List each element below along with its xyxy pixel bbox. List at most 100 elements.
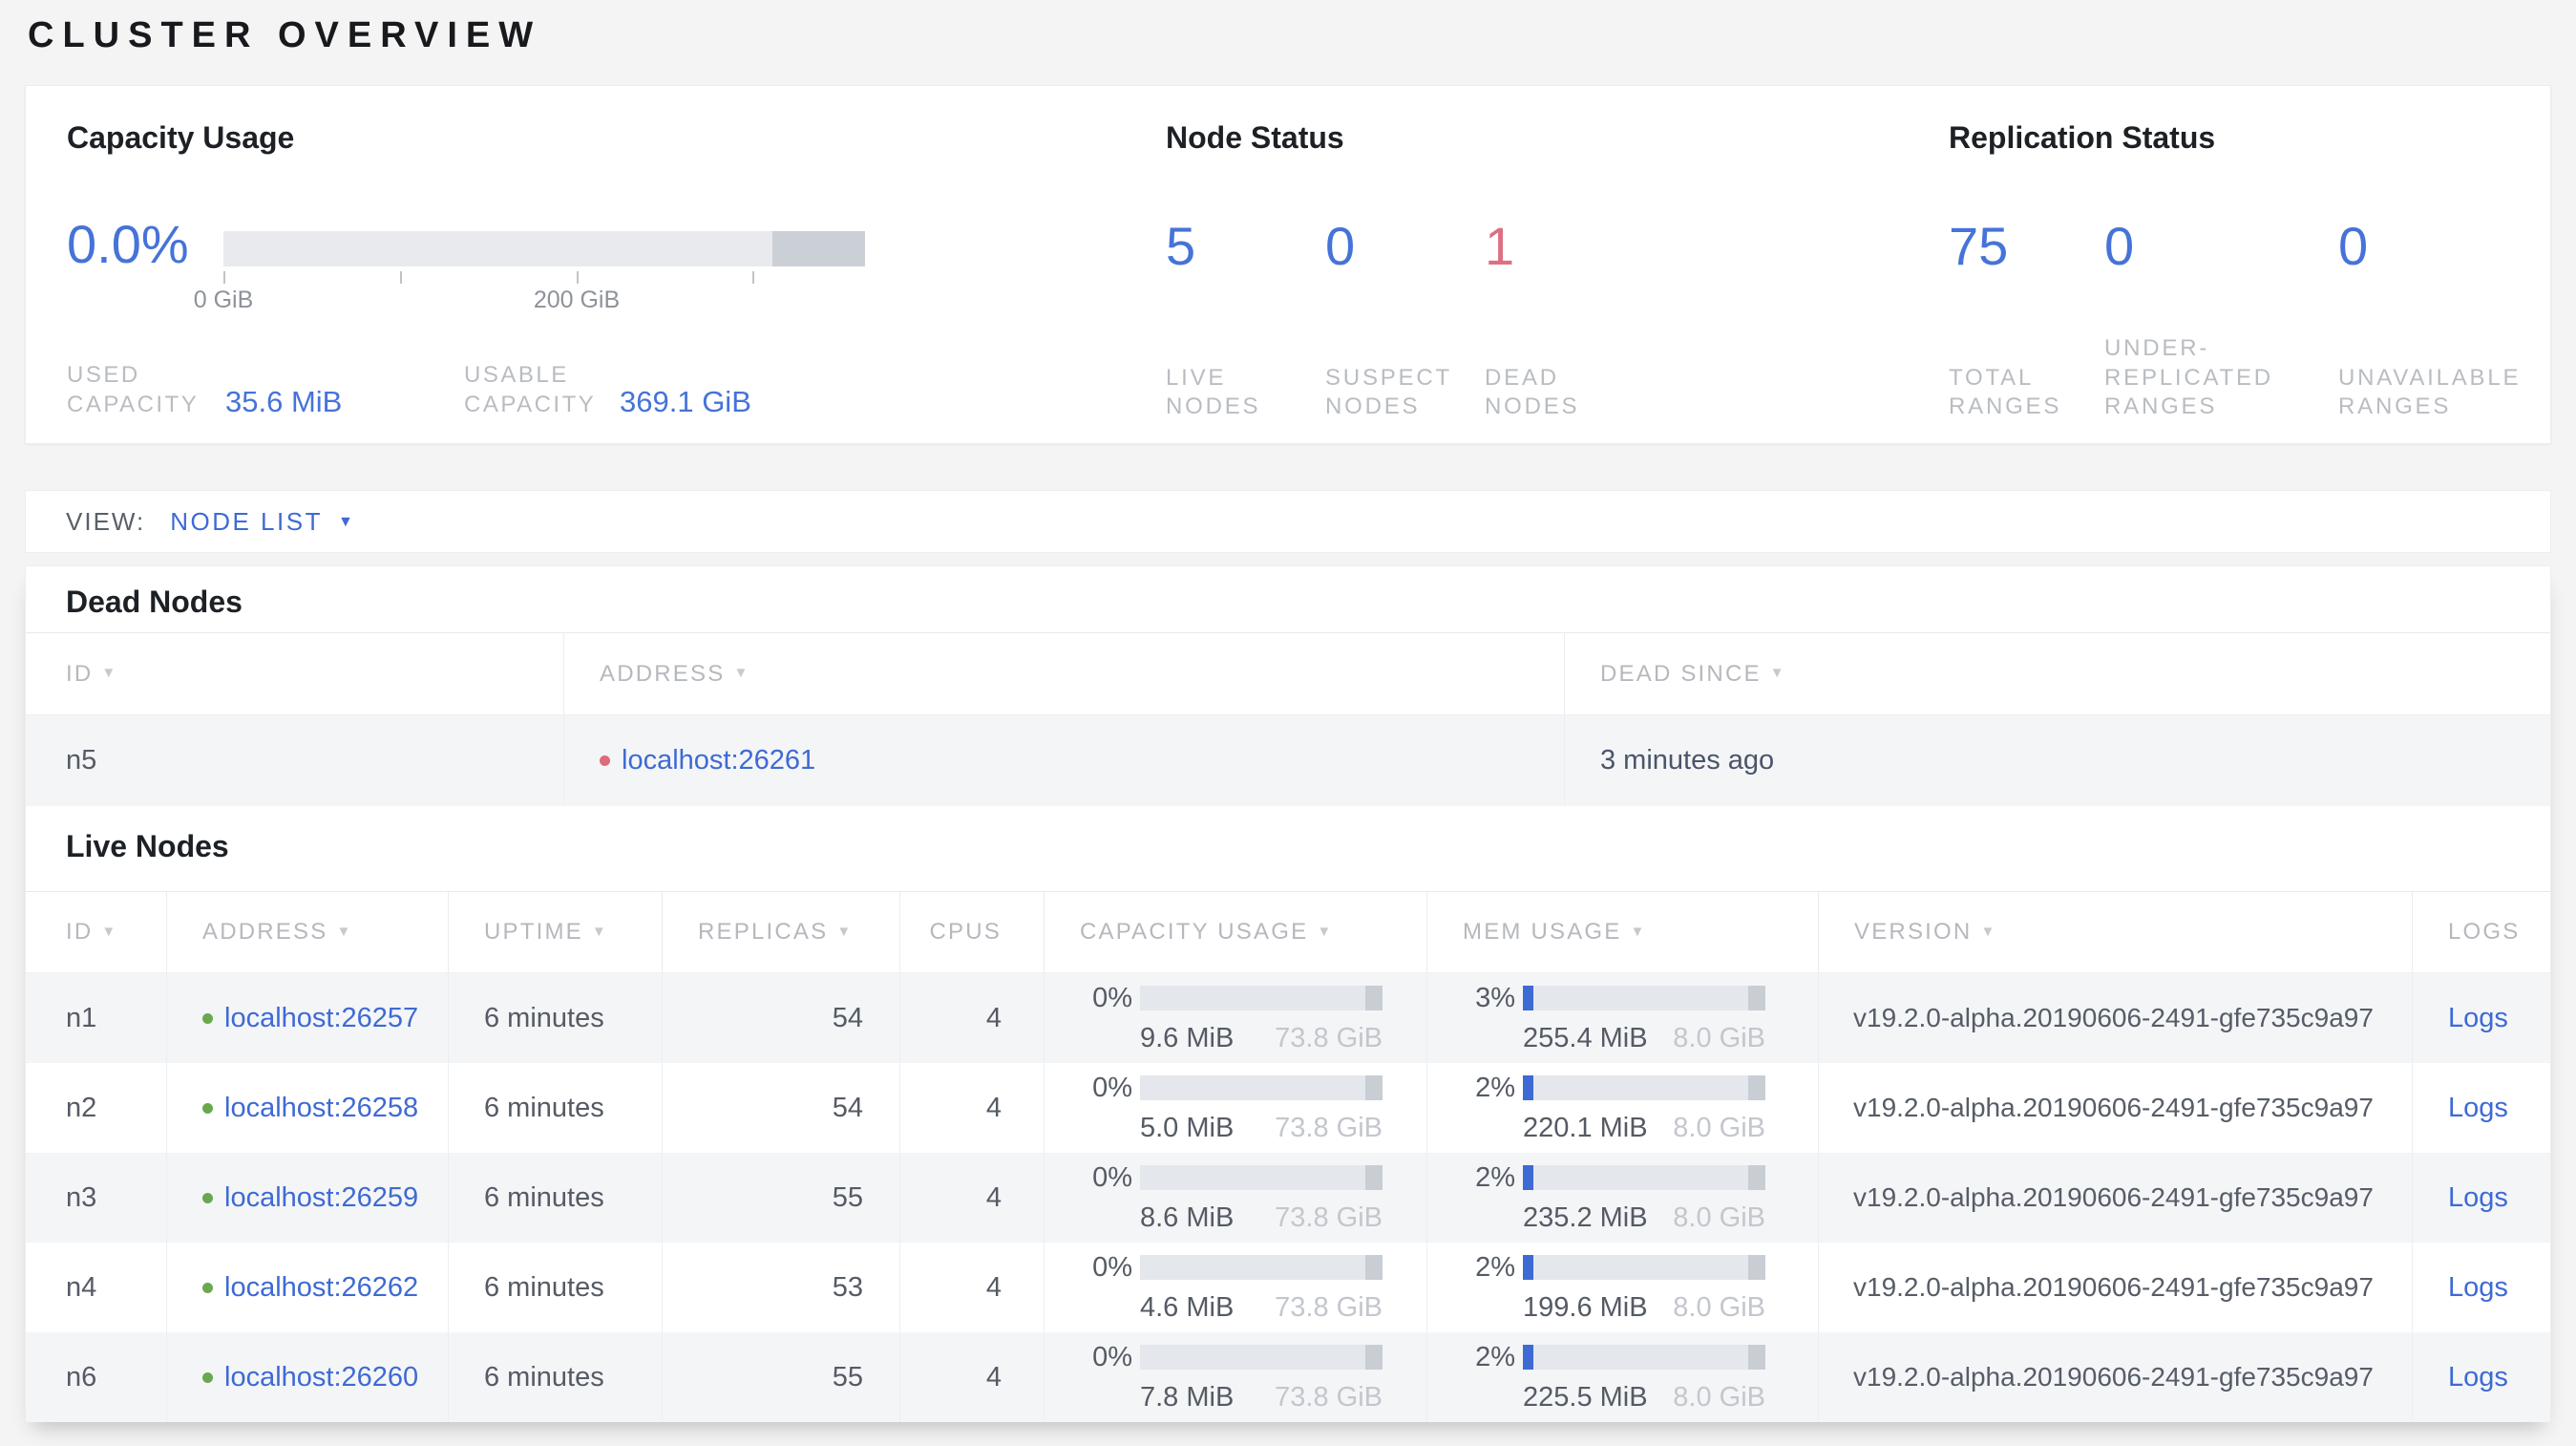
logs-link[interactable]: Logs bbox=[2448, 1181, 2508, 1213]
dead-nodes-stat: 1 DEAD NODES bbox=[1485, 220, 1644, 422]
capacity-usage-bar bbox=[1140, 1255, 1383, 1280]
node-address-link[interactable]: localhost:26262 bbox=[224, 1271, 419, 1303]
mem-used-fill bbox=[1523, 986, 1533, 1010]
dead-nodes-title: Dead Nodes bbox=[66, 585, 243, 619]
usable-capacity-value: 369.1 GiB bbox=[620, 385, 751, 419]
node-id-cell: n1 bbox=[26, 973, 167, 1063]
node-mem-usage-cell: 2% 225.5 MiB 8.0 GiB bbox=[1427, 1332, 1819, 1422]
column-header-replicas[interactable]: REPLICAS ▼ bbox=[663, 892, 900, 972]
mem-used-fill bbox=[1523, 1075, 1533, 1100]
page-title: CLUSTER OVERVIEW bbox=[28, 15, 542, 55]
node-status-stats: 5 LIVE NODES 0 SUSPECT NODES 1 DEAD NODE… bbox=[1166, 220, 1644, 422]
node-cpus-cell: 4 bbox=[900, 973, 1045, 1063]
view-dropdown-value: NODE LIST bbox=[170, 506, 323, 536]
node-version-cell: v19.2.0-alpha.20190606-2491-gfe735c9a97 bbox=[1819, 1332, 2413, 1422]
under-replicated-count: 0 bbox=[2104, 216, 2135, 276]
node-address-cell: localhost:26260 bbox=[167, 1332, 449, 1422]
suspect-nodes-stat: 0 SUSPECT NODES bbox=[1325, 220, 1485, 422]
column-header-address[interactable]: ADDRESS ▼ bbox=[167, 892, 449, 972]
capacity-percent: 0% bbox=[1092, 1161, 1132, 1193]
suspect-nodes-count: 0 bbox=[1325, 216, 1356, 276]
dead-since-cell: 3 minutes ago bbox=[1600, 745, 1775, 776]
capacity-used-value: 8.6 MiB bbox=[1140, 1201, 1235, 1233]
capacity-used-value: 9.6 MiB bbox=[1140, 1022, 1235, 1053]
capacity-percent: 0% bbox=[1092, 1072, 1132, 1103]
capacity-usage-bar bbox=[1140, 1165, 1383, 1190]
node-status-title: Node Status bbox=[1166, 120, 1344, 155]
node-cpus-cell: 4 bbox=[900, 1063, 1045, 1153]
logs-link[interactable]: Logs bbox=[2448, 1092, 2508, 1123]
column-header-version[interactable]: VERSION ▼ bbox=[1819, 892, 2413, 972]
used-capacity-label: USED CAPACITY bbox=[67, 362, 200, 418]
node-replicas-cell: 55 bbox=[663, 1153, 900, 1243]
node-logs-cell: Logs bbox=[2413, 973, 2550, 1063]
view-label: VIEW: bbox=[66, 506, 146, 536]
node-address-link[interactable]: localhost:26258 bbox=[224, 1092, 419, 1123]
node-uptime-cell: 6 minutes bbox=[449, 1063, 663, 1153]
replication-status-stats: 75 TOTAL RANGES 0 UNDER-REPLICATED RANGE… bbox=[1949, 220, 2563, 422]
live-nodes-table: ID ▼ ADDRESS ▼ UPTIME ▼ REPLICAS ▼ CPUS CAPA… bbox=[26, 891, 2550, 1422]
mem-percent: 2% bbox=[1475, 1072, 1515, 1103]
mem-used-value: 225.5 MiB bbox=[1523, 1381, 1648, 1413]
node-address-link[interactable]: localhost:26259 bbox=[224, 1181, 419, 1213]
node-address-link[interactable]: localhost:26261 bbox=[622, 745, 816, 776]
view-dropdown[interactable]: NODE LIST ▼ bbox=[170, 507, 353, 537]
capacity-bar-other-segment bbox=[771, 231, 865, 266]
node-uptime-cell: 6 minutes bbox=[449, 1243, 663, 1332]
used-capacity-value: 35.6 MiB bbox=[225, 385, 343, 419]
node-address-link[interactable]: localhost:26257 bbox=[224, 1002, 419, 1033]
live-nodes-stat: 5 LIVE NODES bbox=[1166, 220, 1325, 422]
node-address-cell: localhost:26262 bbox=[167, 1243, 449, 1332]
capacity-total-value: 73.8 GiB bbox=[1275, 1381, 1383, 1413]
column-header-capacity-usage[interactable]: CAPACITY USAGE ▼ bbox=[1045, 892, 1427, 972]
node-status-section: Node Status 5 LIVE NODES 0 SUSPECT NODES… bbox=[1166, 86, 1911, 443]
mem-used-value: 235.2 MiB bbox=[1523, 1201, 1648, 1233]
logs-link[interactable]: Logs bbox=[2448, 1361, 2508, 1393]
node-capacity-usage-cell: 0% 7.8 MiB 73.8 GiB bbox=[1045, 1332, 1427, 1422]
node-cpus-cell: 4 bbox=[900, 1243, 1045, 1332]
mem-percent: 2% bbox=[1475, 1341, 1515, 1372]
capacity-other-segment bbox=[1365, 1075, 1383, 1100]
mem-usage-bar bbox=[1523, 1165, 1765, 1190]
logs-link[interactable]: Logs bbox=[2448, 1002, 2508, 1033]
node-id-cell: n3 bbox=[26, 1153, 167, 1243]
total-ranges-stat: 75 TOTAL RANGES bbox=[1949, 220, 2104, 422]
node-address-link[interactable]: localhost:26260 bbox=[224, 1361, 419, 1393]
replication-status-section: Replication Status 75 TOTAL RANGES 0 UND… bbox=[1949, 86, 2576, 443]
node-capacity-usage-cell: 0% 8.6 MiB 73.8 GiB bbox=[1045, 1153, 1427, 1243]
column-header-address[interactable]: ADDRESS ▼ bbox=[564, 633, 1565, 714]
column-header-dead-since[interactable]: DEAD SINCE ▼ bbox=[1600, 660, 1786, 687]
column-header-mem-usage[interactable]: MEM USAGE ▼ bbox=[1427, 892, 1819, 972]
live-status-dot-icon bbox=[202, 1012, 213, 1024]
capacity-usage-bar bbox=[1140, 1345, 1383, 1370]
mem-other-segment bbox=[1748, 1165, 1765, 1190]
node-mem-usage-cell: 2% 220.1 MiB 8.0 GiB bbox=[1427, 1063, 1819, 1153]
column-header-cpus[interactable]: CPUS bbox=[900, 892, 1045, 972]
logs-link[interactable]: Logs bbox=[2448, 1271, 2508, 1303]
capacity-other-segment bbox=[1365, 986, 1383, 1010]
capacity-usage-bar bbox=[1140, 1075, 1383, 1100]
column-header-id[interactable]: ID ▼ bbox=[26, 892, 167, 972]
mem-used-fill bbox=[1523, 1165, 1533, 1190]
mem-total-value: 8.0 GiB bbox=[1673, 1291, 1765, 1323]
node-replicas-cell: 53 bbox=[663, 1243, 900, 1332]
live-node-row: n3 localhost:26259 6 minutes 55 4 0% 8.6… bbox=[26, 1153, 2550, 1243]
node-logs-cell: Logs bbox=[2413, 1332, 2550, 1422]
capacity-other-segment bbox=[1365, 1255, 1383, 1280]
capacity-usage-bar bbox=[1140, 986, 1383, 1010]
capacity-total-value: 73.8 GiB bbox=[1275, 1291, 1383, 1323]
node-logs-cell: Logs bbox=[2413, 1243, 2550, 1332]
live-status-dot-icon bbox=[202, 1282, 213, 1293]
sort-arrow-icon: ▼ bbox=[1630, 923, 1647, 940]
mem-other-segment bbox=[1748, 1255, 1765, 1280]
node-mem-usage-cell: 3% 255.4 MiB 8.0 GiB bbox=[1427, 973, 1819, 1063]
node-id-cell: n6 bbox=[26, 1332, 167, 1422]
capacity-used-value: 5.0 MiB bbox=[1140, 1112, 1235, 1143]
column-header-logs: LOGS bbox=[2448, 919, 2521, 945]
nodes-panel: Dead Nodes ID ▼ ADDRESS ▼ DEAD SINCE ▼ n5 l… bbox=[25, 565, 2551, 1422]
node-cpus-cell: 4 bbox=[900, 1153, 1045, 1243]
column-header-id[interactable]: ID ▼ bbox=[26, 633, 564, 714]
column-header-uptime[interactable]: UPTIME ▼ bbox=[449, 892, 663, 972]
node-replicas-cell: 54 bbox=[663, 1063, 900, 1153]
